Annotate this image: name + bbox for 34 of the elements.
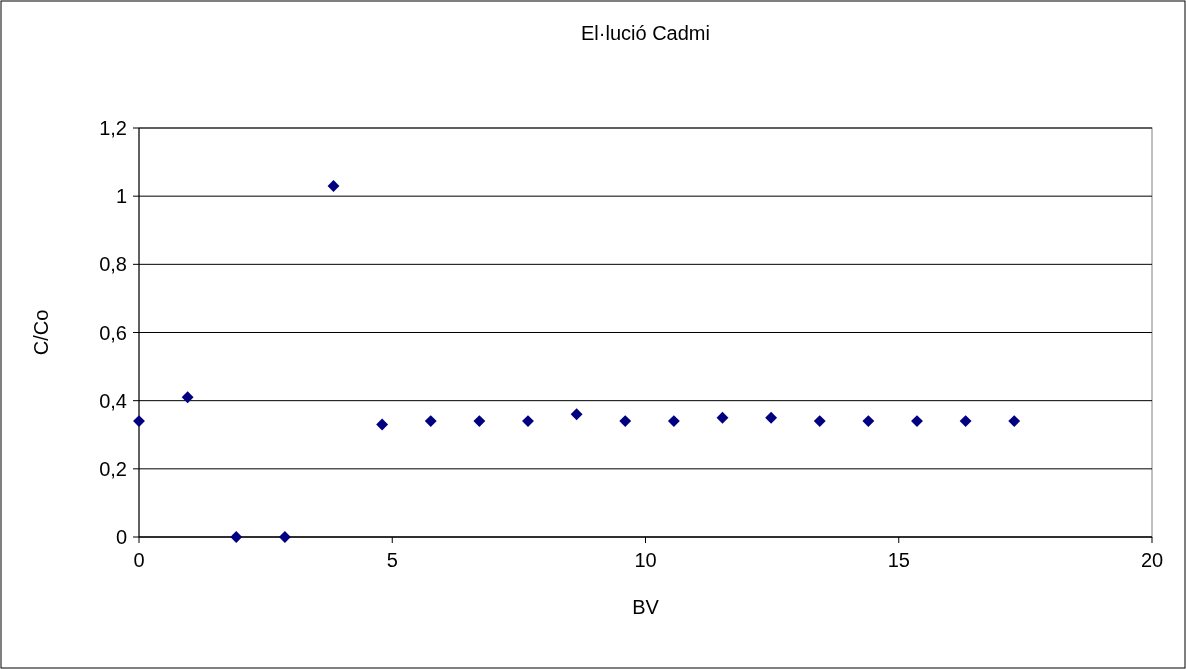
point (278, 531, 291, 543)
x-tick-label: 20 (1140, 549, 1164, 571)
x-tick-label: 5 (386, 549, 398, 571)
point (716, 411, 729, 424)
y-tick-label: 0,4 (99, 389, 127, 412)
point (765, 411, 778, 424)
chart-title: El·lució Cadmi (581, 22, 710, 44)
point (327, 180, 340, 192)
x-tick-label: 15 (887, 549, 910, 571)
point (862, 415, 875, 428)
y-tick-label: 0,6 (99, 321, 127, 344)
y-tick-label: 0 (115, 526, 127, 548)
point (1008, 415, 1021, 428)
point (133, 415, 145, 428)
y-tick-label: 0,2 (99, 457, 127, 480)
point (619, 415, 632, 428)
x-tick-label: 10 (634, 549, 657, 571)
point (473, 415, 486, 428)
point (181, 391, 194, 404)
y-axis-title: C/Co (30, 309, 52, 356)
point (959, 415, 972, 428)
point (230, 531, 243, 543)
point (376, 418, 389, 431)
y-tick-label: 1,2 (99, 117, 127, 139)
point (424, 415, 437, 428)
x-tick-label: 0 (133, 549, 145, 571)
y-tick-label: 0,8 (99, 253, 127, 276)
x-axis-title: BV (632, 596, 660, 618)
point (522, 415, 534, 428)
y-tick-label: 1 (115, 185, 127, 208)
point (667, 415, 680, 428)
point (813, 415, 826, 428)
point (570, 408, 583, 421)
point (911, 415, 923, 428)
